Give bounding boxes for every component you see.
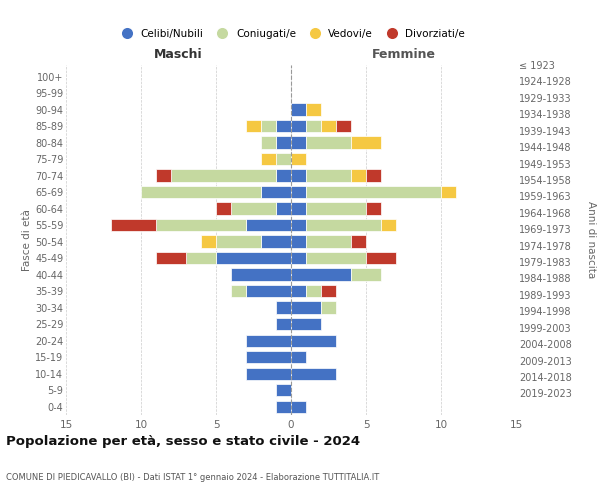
Bar	[351, 136, 381, 149]
Bar	[291, 136, 306, 149]
Text: Popolazione per età, sesso e stato civile - 2024: Popolazione per età, sesso e stato civil…	[6, 435, 360, 448]
Bar	[276, 384, 291, 396]
Bar	[321, 302, 336, 314]
Bar	[336, 120, 351, 132]
Bar	[246, 351, 291, 364]
Bar	[306, 136, 351, 149]
Bar	[306, 202, 366, 215]
Bar	[366, 170, 381, 182]
Bar	[351, 170, 366, 182]
Bar	[201, 236, 216, 248]
Bar	[381, 219, 396, 232]
Legend: Celibi/Nubili, Coniugati/e, Vedovi/e, Divorziati/e: Celibi/Nubili, Coniugati/e, Vedovi/e, Di…	[113, 24, 469, 43]
Bar	[276, 170, 291, 182]
Bar	[291, 252, 306, 264]
Bar	[291, 120, 306, 132]
Bar	[291, 170, 306, 182]
Bar	[321, 285, 336, 298]
Bar	[276, 202, 291, 215]
Bar	[366, 202, 381, 215]
Bar	[246, 120, 261, 132]
Bar	[216, 202, 231, 215]
Bar	[231, 268, 291, 281]
Bar	[366, 252, 396, 264]
Bar	[276, 136, 291, 149]
Text: COMUNE DI PIEDICAVALLO (BI) - Dati ISTAT 1° gennaio 2024 - Elaborazione TUTTITAL: COMUNE DI PIEDICAVALLO (BI) - Dati ISTAT…	[6, 472, 379, 482]
Bar	[351, 236, 366, 248]
Bar	[291, 285, 306, 298]
Bar	[276, 120, 291, 132]
Bar	[246, 368, 291, 380]
Text: Maschi: Maschi	[154, 48, 203, 61]
Bar	[156, 219, 246, 232]
Y-axis label: Fasce di età: Fasce di età	[22, 209, 32, 271]
Bar	[216, 252, 291, 264]
Text: Femmine: Femmine	[371, 48, 436, 61]
Bar	[216, 236, 261, 248]
Bar	[291, 334, 336, 347]
Bar	[306, 285, 321, 298]
Bar	[231, 285, 246, 298]
Bar	[306, 104, 321, 116]
Bar	[291, 400, 306, 413]
Bar	[111, 219, 156, 232]
Bar	[276, 318, 291, 330]
Bar	[351, 268, 381, 281]
Bar	[291, 202, 306, 215]
Bar	[306, 219, 381, 232]
Bar	[276, 302, 291, 314]
Bar	[306, 120, 321, 132]
Bar	[321, 120, 336, 132]
Bar	[246, 334, 291, 347]
Bar	[306, 186, 441, 198]
Bar	[141, 186, 261, 198]
Bar	[261, 153, 276, 166]
Bar	[246, 285, 291, 298]
Bar	[306, 170, 351, 182]
Bar	[246, 219, 291, 232]
Bar	[171, 170, 276, 182]
Bar	[261, 136, 276, 149]
Bar	[291, 318, 321, 330]
Bar	[291, 368, 336, 380]
Bar	[156, 252, 186, 264]
Bar	[261, 236, 291, 248]
Bar	[291, 153, 306, 166]
Bar	[291, 351, 306, 364]
Bar	[231, 202, 276, 215]
Bar	[186, 252, 216, 264]
Bar	[291, 302, 321, 314]
Bar	[291, 236, 306, 248]
Y-axis label: Anni di nascita: Anni di nascita	[586, 202, 596, 278]
Bar	[291, 268, 351, 281]
Bar	[306, 236, 351, 248]
Bar	[261, 186, 291, 198]
Bar	[291, 104, 306, 116]
Bar	[276, 153, 291, 166]
Bar	[156, 170, 171, 182]
Bar	[276, 400, 291, 413]
Bar	[291, 219, 306, 232]
Bar	[441, 186, 456, 198]
Bar	[291, 186, 306, 198]
Bar	[306, 252, 366, 264]
Bar	[261, 120, 276, 132]
